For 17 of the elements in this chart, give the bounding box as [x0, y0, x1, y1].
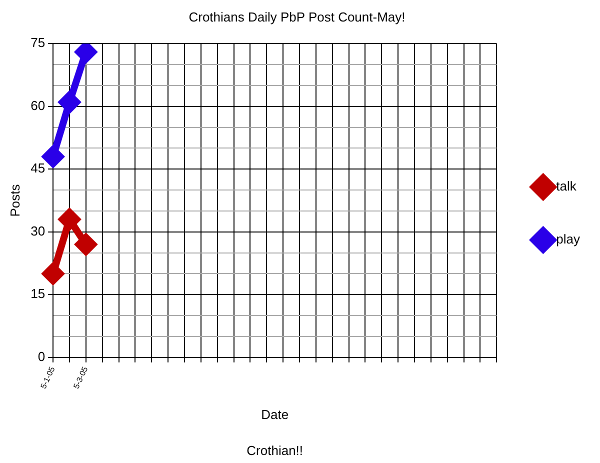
- legend-label: talk: [556, 178, 577, 194]
- y-tick-label: 15: [30, 286, 46, 302]
- point: [42, 146, 64, 168]
- point: [58, 92, 80, 113]
- point: [58, 208, 80, 230]
- y-tick-label: 60: [30, 98, 46, 113]
- y-tick-label: 30: [30, 223, 46, 238]
- legend-label: play: [556, 232, 580, 247]
- x-axis-title: Date: [261, 406, 289, 422]
- y-tick-label: 75: [30, 35, 46, 50]
- y-axis-title: Posts: [7, 184, 22, 217]
- y-tick-label: 0: [38, 348, 46, 364]
- point: [75, 234, 96, 255]
- point: [42, 263, 64, 284]
- y-tick-label: 45: [30, 160, 46, 176]
- text: Crothian!!: [246, 443, 304, 458]
- chart-title: Crothians Daily PbP Post Count-May!: [188, 9, 406, 24]
